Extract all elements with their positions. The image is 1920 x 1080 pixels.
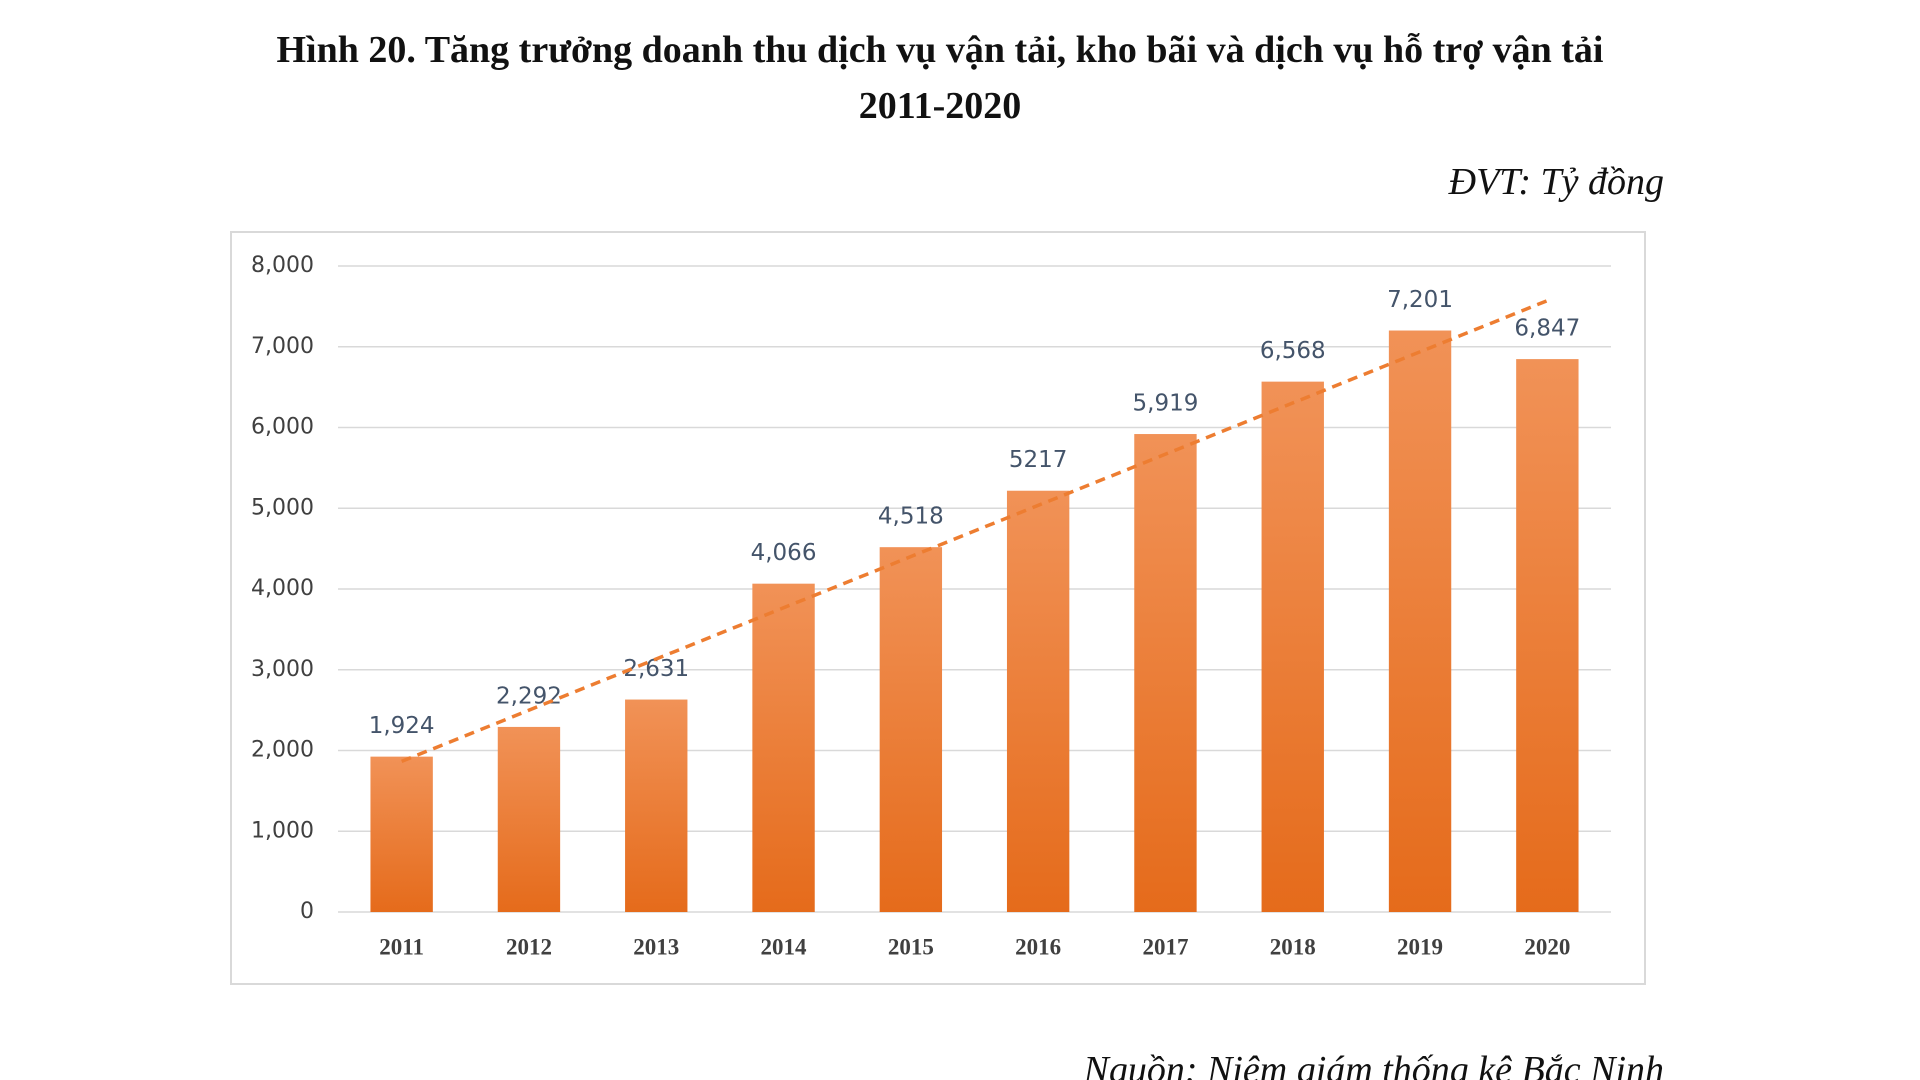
y-tick-label: 4,000 xyxy=(251,576,314,601)
y-tick-label: 3,000 xyxy=(251,657,314,682)
y-tick-label: 5,000 xyxy=(251,495,314,520)
bar xyxy=(1516,359,1579,912)
bar xyxy=(625,699,688,912)
value-label: 5,919 xyxy=(1133,391,1199,417)
y-tick-label: 8,000 xyxy=(251,253,314,278)
unit-note: ĐVT: Tỷ đồng xyxy=(1448,161,1664,203)
y-tick-label: 1,000 xyxy=(251,818,314,843)
value-label: 4,066 xyxy=(751,540,817,566)
bar xyxy=(1134,434,1197,912)
value-label: 4,518 xyxy=(878,504,944,530)
value-label: 1,924 xyxy=(369,713,435,739)
x-tick-label: 2012 xyxy=(506,934,552,959)
chart-title: Hình 20. Tăng trưởng doanh thu dịch vụ v… xyxy=(276,29,1604,127)
x-tick-label: 2017 xyxy=(1142,934,1188,959)
y-tick-label: 6,000 xyxy=(251,415,314,440)
trend-line xyxy=(400,298,1549,764)
value-label: 5217 xyxy=(1009,447,1068,473)
bar xyxy=(1388,330,1452,912)
x-tick-label: 2018 xyxy=(1270,934,1316,959)
bar xyxy=(497,726,561,912)
y-tick-label: 2,000 xyxy=(251,738,314,763)
bar xyxy=(1261,381,1324,912)
value-label: 2,292 xyxy=(496,683,562,709)
value-label: 6,568 xyxy=(1260,338,1326,364)
x-tick-label: 2011 xyxy=(379,934,424,959)
bar xyxy=(879,547,943,912)
source-note: Nguồn: Niêm giám thống kê Bắc Ninh xyxy=(1083,1049,1664,1080)
y-tick-label: 7,000 xyxy=(251,334,314,359)
x-tick-label: 2019 xyxy=(1397,934,1443,959)
bar xyxy=(1006,490,1070,912)
x-tick-label: 2014 xyxy=(761,934,808,959)
x-tick-label: 2013 xyxy=(633,934,679,959)
bar xyxy=(370,756,433,912)
x-tick-label: 2016 xyxy=(1015,934,1061,959)
x-tick-label: 2015 xyxy=(888,934,934,959)
y-tick-label: 0 xyxy=(300,899,314,924)
bar xyxy=(752,583,815,912)
value-label: 7,201 xyxy=(1387,287,1453,313)
x-tick-label: 2020 xyxy=(1524,934,1570,959)
value-label: 6,847 xyxy=(1514,316,1580,342)
